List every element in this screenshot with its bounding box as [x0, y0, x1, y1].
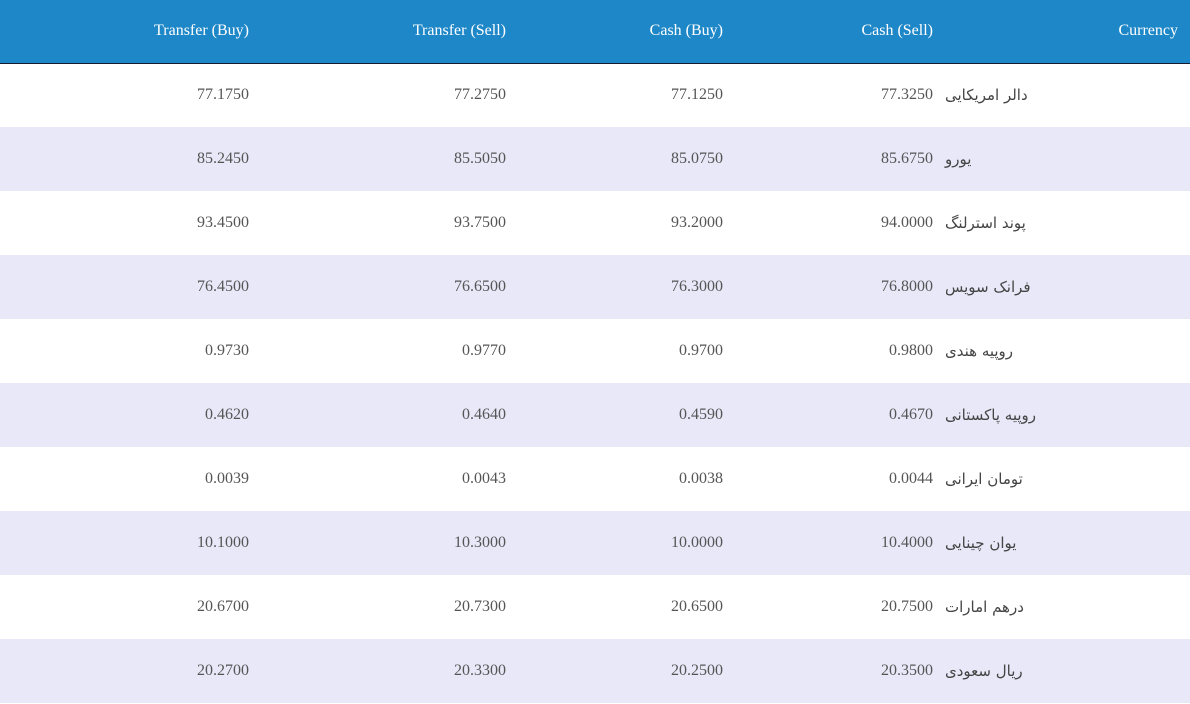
cell-transfer-buy: 0.0039	[205, 470, 249, 487]
column-header-currency: Currency	[1118, 22, 1178, 40]
cell-transfer-sell: 0.4640	[462, 406, 506, 423]
cell-cash-buy: 93.2000	[671, 214, 723, 231]
cell-cash-sell: 0.0044	[889, 470, 933, 487]
cell-transfer-sell: 76.6500	[454, 278, 506, 295]
cell-transfer-buy: 10.1000	[197, 534, 249, 551]
cell-transfer-sell: 10.3000	[454, 534, 506, 551]
cell-currency: پوند استرلنگ	[945, 214, 1026, 232]
table-row: 0.9730 0.9770 0.9700 0.9800 روپیه هندی	[0, 319, 1190, 383]
cell-cash-sell: 0.4670	[889, 406, 933, 423]
cell-cash-sell: 85.6750	[881, 150, 933, 167]
cell-cash-sell: 20.3500	[881, 662, 933, 679]
cell-transfer-sell: 77.2750	[454, 86, 506, 104]
cell-transfer-sell: 85.5050	[454, 150, 506, 167]
cell-cash-sell: 20.7500	[881, 598, 933, 615]
cell-cash-buy: 20.6500	[671, 598, 723, 615]
cell-cash-sell: 0.9800	[889, 342, 933, 359]
cell-cash-buy: 0.9700	[679, 342, 723, 359]
table-row: 77.1750 77.2750 77.1250 77.3250 دالر امریکای…	[0, 63, 1190, 127]
table-body: 77.1750 77.2750 77.1250 77.3250 دالر امریکای…	[0, 63, 1190, 703]
cell-cash-sell: 77.3250	[881, 86, 933, 104]
cell-cash-buy: 76.3000	[671, 278, 723, 295]
cell-currency: دالر امریکایی	[945, 86, 1028, 105]
cell-transfer-sell: 0.0043	[462, 470, 506, 487]
cell-transfer-sell: 0.9770	[462, 342, 506, 359]
table-row: 0.4620 0.4640 0.4590 0.4670 روپیه پاکستانی	[0, 383, 1190, 447]
cell-transfer-buy: 20.6700	[197, 598, 249, 615]
cell-transfer-buy: 20.2700	[197, 662, 249, 679]
cell-transfer-sell: 93.7500	[454, 214, 506, 231]
table-row: 10.1000 10.3000 10.0000 10.4000 یوان چینایی	[0, 511, 1190, 575]
cell-cash-buy: 10.0000	[671, 534, 723, 551]
table-row: 20.6700 20.7300 20.6500 20.7500 درهم امارات	[0, 575, 1190, 639]
cell-transfer-sell: 20.7300	[454, 598, 506, 615]
table-row: 76.4500 76.6500 76.3000 76.8000 فرانک سویس	[0, 255, 1190, 319]
cell-currency: روپیه هندی	[945, 342, 1014, 360]
cell-currency: فرانک سویس	[945, 278, 1031, 296]
cell-transfer-sell: 20.3300	[454, 662, 506, 679]
cell-transfer-buy: 93.4500	[197, 214, 249, 231]
table-row: 85.2450 85.5050 85.0750 85.6750 یورو	[0, 127, 1190, 191]
cell-transfer-buy: 76.4500	[197, 278, 249, 295]
cell-currency: روپیه پاکستانی	[945, 406, 1037, 424]
header-row: Transfer (Buy) Transfer (Sell) Cash (Buy…	[0, 0, 1190, 63]
cell-transfer-buy: 0.9730	[205, 342, 249, 359]
table-row: 93.4500 93.7500 93.2000 94.0000 پوند استرلنگ	[0, 191, 1190, 255]
table-header: Transfer (Buy) Transfer (Sell) Cash (Buy…	[0, 0, 1190, 63]
cell-cash-sell: 76.8000	[881, 278, 933, 295]
cell-transfer-buy: 77.1750	[197, 86, 249, 104]
column-header-cash-buy: Cash (Buy)	[649, 22, 723, 40]
cell-cash-buy: 0.4590	[679, 406, 723, 423]
table-row: 0.0039 0.0043 0.0038 0.0044 تومان ایرانی	[0, 447, 1190, 511]
cell-transfer-buy: 0.4620	[205, 406, 249, 423]
column-header-transfer-buy: Transfer (Buy)	[154, 22, 249, 40]
cell-cash-buy: 77.1250	[671, 86, 723, 104]
column-header-cash-sell: Cash (Sell)	[861, 22, 933, 40]
cell-cash-buy: 20.2500	[671, 662, 723, 679]
cell-currency: درهم امارات	[945, 598, 1024, 616]
cell-cash-buy: 0.0038	[679, 470, 723, 487]
cell-currency: یورو	[945, 150, 972, 168]
cell-currency: تومان ایرانی	[945, 470, 1023, 488]
table-row: 20.2700 20.3300 20.2500 20.3500 ریال سعودی	[0, 639, 1190, 703]
cell-currency: ریال سعودی	[945, 662, 1023, 680]
cell-transfer-buy: 85.2450	[197, 150, 249, 167]
cell-currency: یوان چینایی	[945, 534, 1017, 552]
cell-cash-buy: 85.0750	[671, 150, 723, 167]
cell-cash-sell: 10.4000	[881, 534, 933, 551]
column-header-transfer-sell: Transfer (Sell)	[412, 22, 506, 40]
cell-cash-sell: 94.0000	[881, 214, 933, 231]
